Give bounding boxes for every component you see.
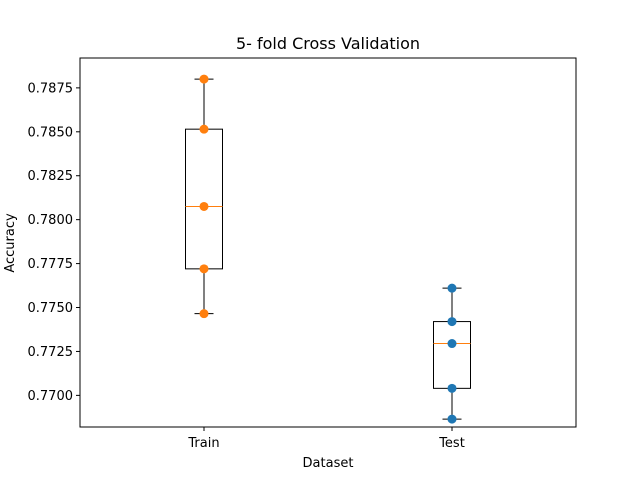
data-point	[447, 383, 457, 393]
y-tick-label: 0.7725	[28, 345, 74, 360]
data-point	[199, 201, 209, 211]
data-point	[447, 317, 457, 327]
y-tick-label: 0.7775	[28, 257, 74, 272]
data-point	[199, 74, 209, 84]
points-test	[447, 283, 457, 424]
plot-frame	[79, 57, 577, 428]
data-point	[447, 283, 457, 293]
x-tick-label: Test	[438, 436, 465, 451]
x-tick-label: Train	[187, 436, 219, 451]
data-point	[447, 339, 457, 349]
y-tick-label: 0.7825	[28, 169, 74, 184]
box-body	[185, 128, 223, 270]
data-point	[199, 264, 209, 274]
box-body	[433, 321, 471, 389]
points-train	[199, 74, 209, 319]
box-test	[433, 287, 471, 420]
y-axis-label: Accuracy	[3, 213, 18, 273]
chart-title: 5- fold Cross Validation	[236, 34, 420, 53]
y-tick-label: 0.7750	[28, 301, 74, 316]
box-train	[185, 78, 223, 315]
data-point	[447, 414, 457, 424]
y-tick-label: 0.7700	[28, 389, 74, 404]
y-tick-label: 0.7850	[28, 125, 74, 140]
x-axis-label: Dataset	[303, 456, 354, 471]
data-point	[199, 309, 209, 319]
y-tick-label: 0.7875	[28, 81, 74, 96]
y-tick-label: 0.7800	[28, 213, 74, 228]
data-point	[199, 124, 209, 134]
